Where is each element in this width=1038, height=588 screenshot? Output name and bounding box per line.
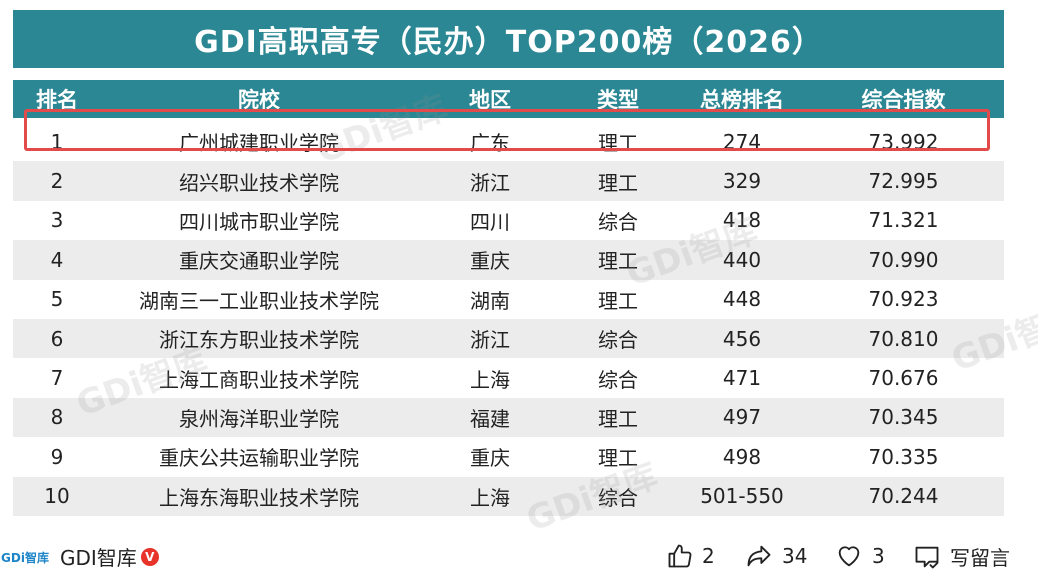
cell-rank: 1	[50, 129, 64, 154]
cell-rank: 3	[50, 208, 64, 233]
cell-school: 上海工商职业技术学院	[159, 367, 359, 392]
cell-total-rank: 501-550	[700, 484, 784, 509]
table-row: 2 绍兴职业技术学院 浙江 理工 329 72.995	[13, 161, 1004, 201]
cell-school: 重庆公共运输职业学院	[159, 446, 359, 471]
header-rank: 排名	[36, 88, 78, 112]
cell-school: 绍兴职业技术学院	[179, 170, 339, 195]
cell-total-rank: 274	[722, 129, 762, 154]
table-row: 1 广州城建职业学院 广东 理工 274 73.992	[13, 122, 1004, 161]
cell-index: 70.676	[868, 366, 939, 391]
table-row: 3 四川城市职业学院 四川 综合 418 71.321	[13, 201, 1004, 240]
table-row: 9 重庆公共运输职业学院 重庆 理工 498 70.335	[13, 437, 1004, 476]
cell-rank: 2	[50, 169, 64, 194]
favorite-count: 3	[872, 544, 885, 568]
cell-region: 湖南	[470, 288, 510, 313]
cell-rank: 10	[44, 484, 70, 509]
cell-index: 73.992	[868, 129, 939, 154]
table-row: 5 湖南三一工业职业技术学院 湖南 理工 448 70.923	[13, 280, 1004, 319]
cell-type: 综合	[598, 328, 638, 353]
header-region: 地区	[469, 88, 511, 112]
share-count: 34	[782, 544, 808, 568]
header-index: 综合指数	[861, 88, 946, 112]
cell-region: 浙江	[470, 170, 510, 195]
header-total-rank: 总榜排名	[700, 88, 784, 112]
cell-type: 理工	[598, 131, 638, 156]
comment-icon	[915, 546, 939, 568]
cell-type: 理工	[598, 446, 638, 471]
cell-rank: 8	[50, 405, 64, 430]
cell-total-rank: 329	[722, 169, 762, 194]
cell-region: 重庆	[470, 446, 510, 471]
cell-type: 理工	[598, 170, 638, 195]
cell-school: 重庆交通职业学院	[179, 249, 339, 274]
cell-type: 综合	[598, 367, 638, 392]
table-row: 8 泉州海洋职业学院 福建 理工 497 70.345	[13, 397, 1004, 438]
favorite-button[interactable]: 3	[834, 542, 885, 570]
table-row: 4 重庆交通职业学院 重庆 理工 440 70.990	[13, 240, 1004, 280]
cell-region: 浙江	[470, 328, 510, 353]
cell-rank: 4	[50, 247, 64, 272]
heart-icon	[838, 546, 860, 567]
cell-region: 福建	[470, 406, 510, 431]
cell-index: 71.321	[868, 208, 939, 233]
cell-school: 泉州海洋职业学院	[179, 406, 339, 431]
cell-school: 广州城建职业学院	[179, 131, 339, 156]
cell-index: 70.810	[868, 326, 939, 351]
cell-region: 上海	[470, 485, 510, 510]
header-type: 类型	[597, 88, 639, 112]
cell-type: 综合	[598, 485, 638, 510]
cell-total-rank: 471	[722, 366, 762, 391]
cell-rank: 5	[50, 287, 64, 312]
cell-total-rank: 448	[722, 287, 762, 312]
cell-rank: 9	[50, 444, 64, 469]
share-arrow-icon	[747, 545, 771, 567]
author-logo[interactable]: GDi智库	[1, 550, 49, 565]
thumbs-up-icon	[668, 544, 692, 568]
cell-region: 广东	[470, 131, 510, 156]
cell-index: 70.923	[868, 287, 939, 312]
cell-index: 70.335	[868, 444, 939, 469]
cell-total-rank: 456	[722, 326, 762, 351]
ranking-table: GDI高职高专（民办）TOP200榜（2026） 排名 院校 地区 类型 总榜排…	[13, 10, 1038, 540]
cell-school: 上海东海职业技术学院	[159, 485, 359, 510]
cell-index: 70.345	[868, 405, 939, 430]
cell-school: 浙江东方职业技术学院	[159, 328, 359, 353]
cell-total-rank: 498	[722, 444, 762, 469]
table-body: 1 广州城建职业学院 广东 理工 274 73.992 2 绍兴职业技术学院 浙…	[13, 122, 1004, 516]
table-header: 排名 院校 地区 类型 总榜排名 综合指数	[13, 80, 1004, 118]
header-school: 院校	[238, 88, 280, 112]
comment-button[interactable]: 写留言	[912, 542, 1010, 571]
cell-total-rank: 440	[722, 247, 762, 272]
author-name: GDI智库	[60, 546, 137, 570]
cell-total-rank: 497	[722, 405, 762, 430]
table-row: 10 上海东海职业技术学院 上海 综合 501-550 70.244	[13, 476, 1004, 516]
cell-total-rank: 418	[722, 208, 762, 233]
cell-type: 理工	[598, 406, 638, 431]
table-row: 6 浙江东方职业技术学院 浙江 综合 456 70.810	[13, 318, 1004, 359]
cell-region: 四川	[470, 209, 510, 234]
cell-school: 湖南三一工业职业技术学院	[139, 288, 379, 313]
cell-index: 70.990	[868, 247, 939, 272]
cell-index: 70.244	[868, 484, 939, 509]
table-row: 7 上海工商职业技术学院 上海 综合 471 70.676	[13, 358, 1004, 397]
cell-index: 72.995	[868, 169, 939, 194]
article-footer: GDi智库 GDI智库 V 2 34 3 写留言	[0, 530, 1038, 586]
author-name-link[interactable]: GDI智库 V	[60, 542, 159, 571]
cell-type: 理工	[598, 288, 638, 313]
cell-region: 上海	[470, 367, 510, 392]
cell-type: 综合	[598, 209, 638, 234]
comment-label: 写留言	[950, 546, 1010, 570]
like-button[interactable]: 2	[666, 542, 715, 570]
cell-rank: 6	[50, 326, 64, 351]
like-count: 2	[702, 544, 715, 568]
cell-rank: 7	[50, 366, 64, 391]
share-button[interactable]: 34	[744, 542, 807, 570]
cell-region: 重庆	[470, 249, 510, 274]
verified-badge-icon: V	[140, 547, 159, 566]
cell-type: 理工	[598, 249, 638, 274]
table-title: GDI高职高专（民办）TOP200榜（2026）	[13, 10, 1004, 68]
cell-school: 四川城市职业学院	[179, 209, 339, 234]
